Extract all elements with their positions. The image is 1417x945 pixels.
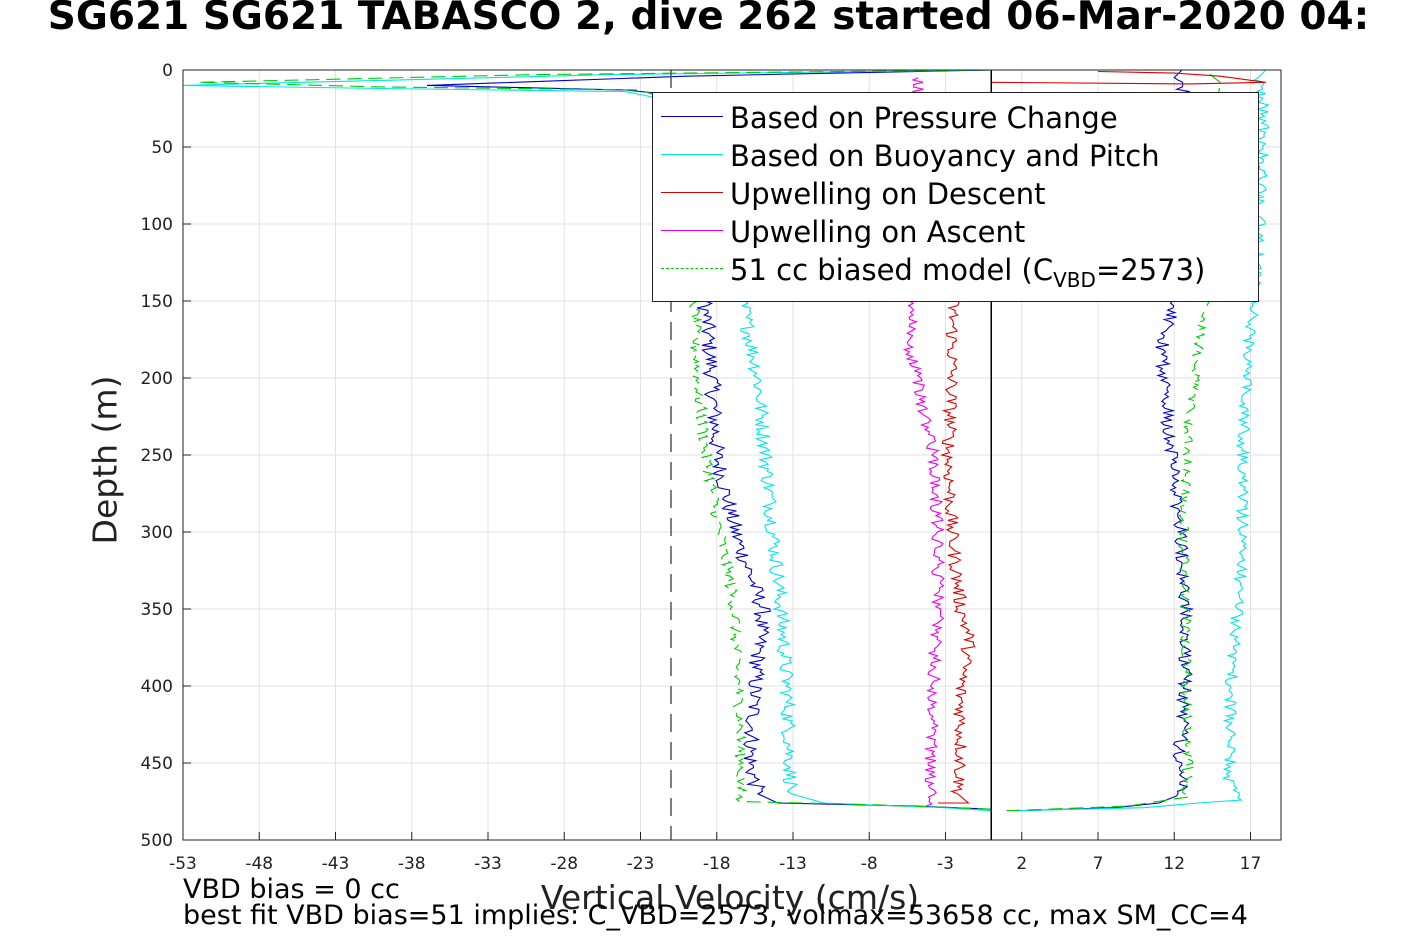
y-tick-label: 100 xyxy=(141,215,173,235)
legend-label-buoyancy: Based on Buoyancy and Pitch xyxy=(730,139,1160,173)
chart-title: SG621 SG621 TABASCO 2, dive 262 started … xyxy=(47,0,1370,39)
legend-swatch-pressure xyxy=(661,116,723,117)
legend-label-upwelling-ascent: Upwelling on Ascent xyxy=(730,215,1026,249)
legend-entry-buoyancy: Based on Buoyancy and Pitch xyxy=(653,136,1258,174)
legend-entry-upwelling-descent: Upwelling on Descent xyxy=(653,174,1258,212)
legend-swatch-biased-model xyxy=(661,268,723,269)
x-tick-label: -33 xyxy=(474,854,502,874)
x-tick-label: -53 xyxy=(169,854,197,874)
legend-label-model-end: =2573) xyxy=(1095,253,1206,287)
y-tick-label: 200 xyxy=(141,369,173,389)
x-tick-label: 2 xyxy=(1016,854,1027,874)
legend-label-upwelling-descent: Upwelling on Descent xyxy=(730,177,1046,211)
legend-label-pressure: Based on Pressure Change xyxy=(730,101,1118,135)
x-tick-label: -13 xyxy=(779,854,807,874)
x-tick-label: 7 xyxy=(1093,854,1104,874)
x-axis-label: Vertical Velocity (cm/s) xyxy=(540,878,920,917)
y-tick-label: 50 xyxy=(151,138,173,158)
y-tick-label: 500 xyxy=(141,831,173,851)
legend-entry-upwelling-ascent: Upwelling on Ascent xyxy=(653,212,1258,250)
legend-swatch-upwelling-descent xyxy=(661,192,723,193)
legend: Based on Pressure Change Based on Buoyan… xyxy=(652,92,1259,302)
legend-swatch-upwelling-ascent xyxy=(661,230,723,231)
y-tick-label: 300 xyxy=(141,523,173,543)
y-tick-label: 150 xyxy=(141,292,173,312)
y-axis-label: Depth (m) xyxy=(85,375,125,545)
x-tick-label: -23 xyxy=(627,854,655,874)
legend-label-model-main: 51 cc biased model (C xyxy=(730,253,1054,287)
y-tick-label: 350 xyxy=(141,600,173,620)
legend-label-model-sub: VBD xyxy=(1053,267,1096,292)
x-tick-label: 17 xyxy=(1240,854,1262,874)
series-line-upwelling_descent xyxy=(937,300,976,804)
tick-labels: -53 -48 -43 -38 -33 -28 -23 -18 -13 -8 -3 2 7 12 17 0 50… xyxy=(141,61,1262,874)
x-tick-label: -43 xyxy=(322,854,350,874)
y-tick-label: 400 xyxy=(141,677,173,697)
series-line-upwelling_top xyxy=(991,70,1266,85)
y-tick-label: 450 xyxy=(141,754,173,774)
legend-entry-pressure: Based on Pressure Change xyxy=(653,98,1258,136)
x-tick-label: -18 xyxy=(703,854,731,874)
legend-entry-biased-model: 51 cc biased model (CVBD=2573) xyxy=(653,250,1258,292)
x-tick-label: -38 xyxy=(398,854,426,874)
x-tick-label: -48 xyxy=(245,854,273,874)
x-tick-label: -8 xyxy=(861,854,878,874)
x-tick-label: -28 xyxy=(550,854,578,874)
legend-swatch-buoyancy xyxy=(661,154,723,155)
x-tick-label: -3 xyxy=(937,854,954,874)
vbd-bias-note: VBD bias = 0 cc xyxy=(183,874,400,905)
y-tick-label: 0 xyxy=(162,61,173,81)
legend-label-biased-model: 51 cc biased model (CVBD=2573) xyxy=(730,253,1205,292)
best-fit-note: best fit VBD bias=51 implies: C_VBD=2573… xyxy=(183,900,1248,931)
x-tick-label: 12 xyxy=(1163,854,1185,874)
y-tick-label: 250 xyxy=(141,446,173,466)
series-line-buoyancy_ascent xyxy=(1014,69,1270,812)
